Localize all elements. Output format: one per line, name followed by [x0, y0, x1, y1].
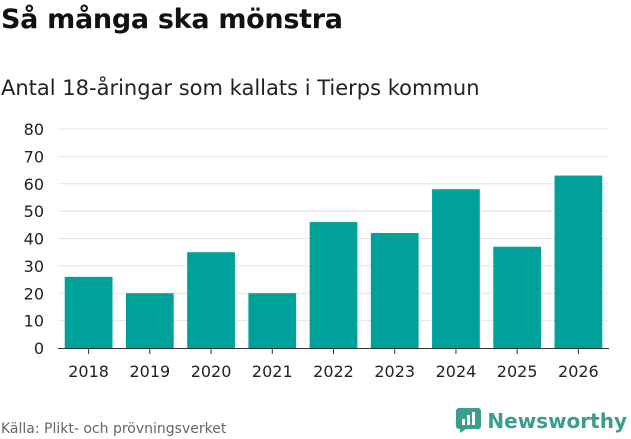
x-tick-label: 2024 [436, 362, 477, 381]
bar-2021 [248, 293, 297, 348]
chart-title: Så många ska mönstra [1, 4, 343, 35]
x-tick-label: 2020 [191, 362, 232, 381]
y-tick-label: 40 [24, 230, 44, 249]
bar-2026 [554, 175, 603, 348]
x-tick-label: 2026 [558, 362, 599, 381]
x-axis: 2018 2019 2020 2021 2022 2023 2024 2025 2026 [68, 348, 599, 381]
y-tick-label: 70 [24, 147, 44, 166]
chart-subtitle: Antal 18-åringar som kallats i Tierps ko… [1, 76, 480, 100]
y-axis: 0 10 20 30 40 50 60 70 80 [24, 120, 44, 358]
y-tick-label: 50 [24, 202, 44, 221]
x-tick-label: 2025 [497, 362, 538, 381]
brand-name: Newsworthy [487, 408, 627, 433]
bar-2025 [493, 246, 542, 348]
x-tick-label: 2021 [252, 362, 293, 381]
bar-2022 [309, 222, 358, 348]
y-tick-label: 0 [34, 339, 44, 358]
y-tick-label: 20 [24, 284, 44, 303]
bar-2024 [432, 189, 480, 348]
bar-2019 [125, 293, 174, 348]
bar-2020 [187, 252, 235, 348]
bar-2023 [370, 233, 419, 348]
newsworthy-logo-icon [456, 408, 482, 433]
x-tick-label: 2019 [129, 362, 170, 381]
y-tick-label: 60 [24, 175, 44, 194]
brand-logo: Newsworthy [456, 408, 627, 433]
bar-2018 [64, 276, 113, 348]
x-tick-label: 2023 [374, 362, 415, 381]
x-tick-label: 2018 [68, 362, 109, 381]
y-tick-label: 30 [24, 257, 44, 276]
source-note: Källa: Plikt- och prövningsverket [1, 421, 227, 437]
y-tick-label: 10 [24, 312, 44, 331]
y-tick-label: 80 [24, 120, 44, 139]
x-tick-label: 2022 [313, 362, 354, 381]
bars [64, 175, 603, 348]
